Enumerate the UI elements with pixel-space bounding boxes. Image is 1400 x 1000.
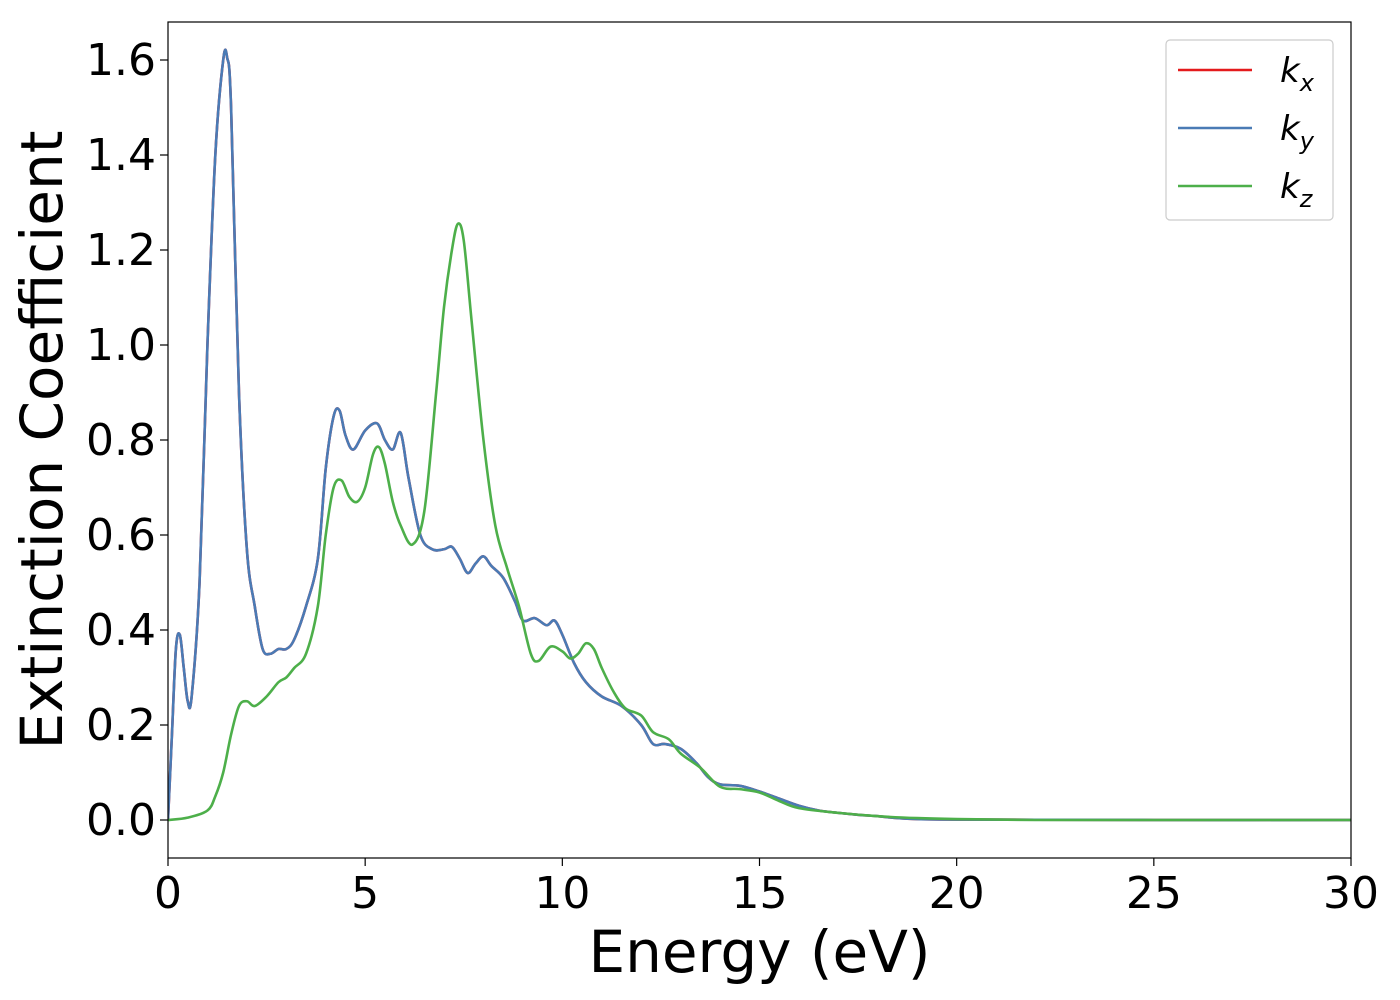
x-tick-label: 10 (534, 868, 590, 919)
y-tick-label: 1.6 (86, 35, 156, 86)
x-axis-title: Energy (eV) (588, 918, 930, 986)
y-tick-label: 1.2 (86, 225, 156, 276)
legend-label-main: k (1280, 167, 1301, 207)
legend-label-main: k (1280, 51, 1301, 91)
legend-label-subscript: x (1299, 69, 1315, 97)
y-axis-title: Extinction Coefficient (8, 131, 76, 750)
x-tick-label: 5 (351, 868, 379, 919)
series-line-k-z (168, 222, 1351, 822)
y-tick-label: 1.0 (86, 320, 156, 371)
y-tick-label: 0.6 (86, 510, 156, 561)
y-tick-label: 0.0 (86, 795, 156, 846)
legend-label-subscript: y (1299, 127, 1315, 155)
x-tick-label: 25 (1126, 868, 1182, 919)
y-tick-label: 0.2 (86, 700, 156, 751)
legend-label-subscript: z (1299, 185, 1314, 213)
y-tick-label: 0.4 (86, 605, 156, 656)
legend-label-main: k (1280, 109, 1301, 149)
y-tick-label: 1.4 (86, 130, 156, 181)
legend-frame (1165, 39, 1334, 221)
y-axis-ticks: 0.0 0.2 0.4 0.6 0.8 1.0 1.2 1.4 1.6 (86, 35, 168, 846)
x-tick-label: 30 (1323, 868, 1379, 919)
legend-label-k-z: kz (1280, 167, 1314, 213)
series-layer (168, 48, 1351, 822)
x-tick-label: 15 (732, 868, 788, 919)
legend-label-k-x: kx (1280, 51, 1315, 97)
x-tick-label: 0 (154, 868, 182, 919)
y-tick-label: 0.8 (86, 415, 156, 466)
x-tick-label: 20 (929, 868, 985, 919)
x-axis-ticks: 0 5 10 15 20 25 30 (154, 858, 1379, 919)
legend-label-k-y: ky (1280, 109, 1315, 155)
